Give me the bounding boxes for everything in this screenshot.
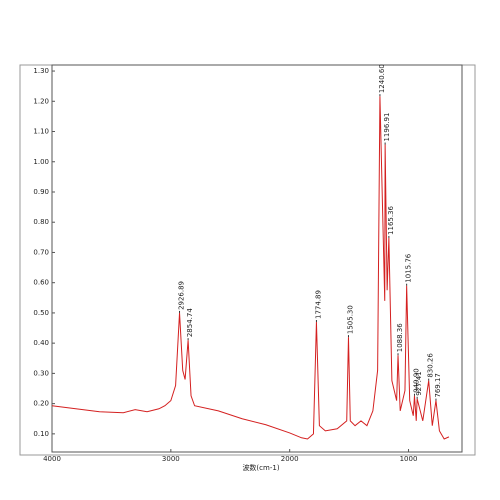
spectrum-line — [51, 96, 450, 440]
y-tick-label: 0.90 — [33, 188, 49, 196]
peak-label: 1088.36 — [396, 323, 404, 352]
y-tick-label: 0.40 — [33, 339, 49, 347]
y-tick-label: 0.70 — [33, 248, 49, 256]
y-tick-label: 0.80 — [33, 218, 49, 226]
y-tick-label: 1.10 — [33, 128, 49, 136]
y-tick-label: 1.30 — [33, 67, 49, 75]
x-axis-label: 波数(cm-1) — [242, 463, 279, 472]
y-tick-label: 0.50 — [33, 309, 49, 317]
peak-label: 1240.60 — [378, 64, 386, 93]
peak-label: 2926.89 — [178, 281, 186, 310]
peak-label: 1196.91 — [383, 113, 391, 142]
peak-label: 1505.30 — [346, 305, 354, 334]
peak-label: 1774.89 — [314, 290, 322, 319]
y-tick-label: 0.60 — [33, 279, 49, 287]
peak-label: 769.17 — [434, 373, 442, 398]
peak-label: 927.41 — [415, 371, 423, 396]
peak-label: 1015.76 — [405, 253, 413, 282]
peak-label: 830.26 — [427, 353, 435, 378]
peak-label: 2854.74 — [186, 308, 194, 337]
y-tick-label: 1.00 — [33, 158, 49, 166]
y-tick-label: 0.20 — [33, 400, 49, 408]
y-tick-label: 0.10 — [33, 430, 49, 438]
y-tick-label: 1.20 — [33, 97, 49, 105]
peak-label: 1165.36 — [387, 205, 395, 234]
x-tick-label: 4000 — [43, 455, 61, 463]
plot-area — [51, 64, 463, 453]
peak-label: 949.90 — [412, 368, 420, 393]
x-tick-label: 3000 — [162, 455, 180, 463]
x-tick-label: 2000 — [281, 455, 299, 463]
y-tick-label: 0.30 — [33, 369, 49, 377]
x-tick-label: 1000 — [400, 455, 418, 463]
